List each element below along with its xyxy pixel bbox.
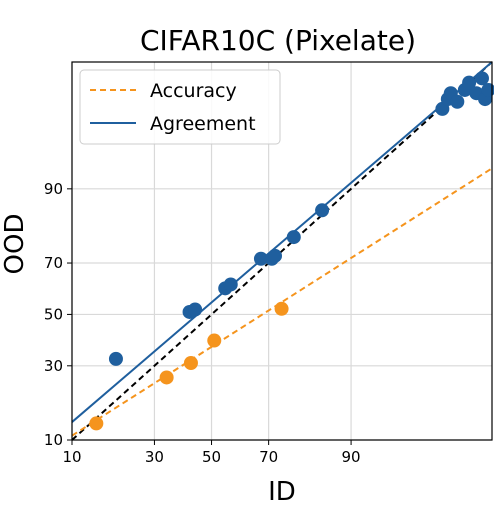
legend-label-accuracy: Accuracy: [150, 80, 237, 102]
legend-label-agreement: Agreement: [150, 113, 256, 135]
point-agreement: [108, 351, 123, 366]
y-tick-label: 10: [44, 431, 63, 449]
y-axis-ticks: 10 30 50 70 90: [44, 180, 72, 449]
x-axis-label: ID: [268, 477, 296, 507]
point-agreement: [315, 203, 330, 218]
point-agreement: [253, 251, 268, 266]
x-tick-label: 10: [62, 448, 81, 466]
point-agreement: [223, 277, 238, 292]
diagonal-line: [71, 61, 493, 441]
y-tick-label: 50: [44, 305, 63, 323]
point-agreement: [462, 75, 477, 90]
fit-line-agreement: [71, 61, 493, 423]
legend-box: [79, 69, 281, 145]
point-agreement: [188, 302, 203, 317]
fit-line-accuracy: [71, 167, 493, 437]
legend: Accuracy Agreement: [79, 69, 281, 145]
point-agreement: [474, 71, 489, 86]
data-points: [89, 71, 494, 431]
fit-lines: [71, 61, 493, 441]
point-agreement: [267, 248, 282, 263]
point-accuracy: [207, 333, 222, 348]
x-tick-label: 70: [259, 448, 278, 466]
x-tick-label: 90: [342, 448, 361, 466]
y-axis-label: OOD: [0, 214, 30, 275]
y-tick-label: 90: [44, 180, 63, 198]
point-accuracy: [89, 416, 104, 431]
point-agreement: [450, 94, 465, 109]
point-accuracy: [159, 370, 174, 385]
point-accuracy: [274, 301, 289, 316]
y-tick-label: 70: [44, 254, 63, 272]
plot-frame: [71, 61, 493, 441]
x-tick-label: 30: [145, 448, 164, 466]
point-accuracy: [183, 356, 198, 371]
x-tick-label: 50: [202, 448, 221, 466]
x-axis-ticks: 10 30 50 70 90: [62, 440, 361, 466]
y-tick-label: 30: [44, 357, 63, 375]
point-agreement: [286, 230, 301, 245]
chart-title: CIFAR10C (Pixelate): [140, 24, 416, 57]
point-agreement: [481, 82, 494, 97]
